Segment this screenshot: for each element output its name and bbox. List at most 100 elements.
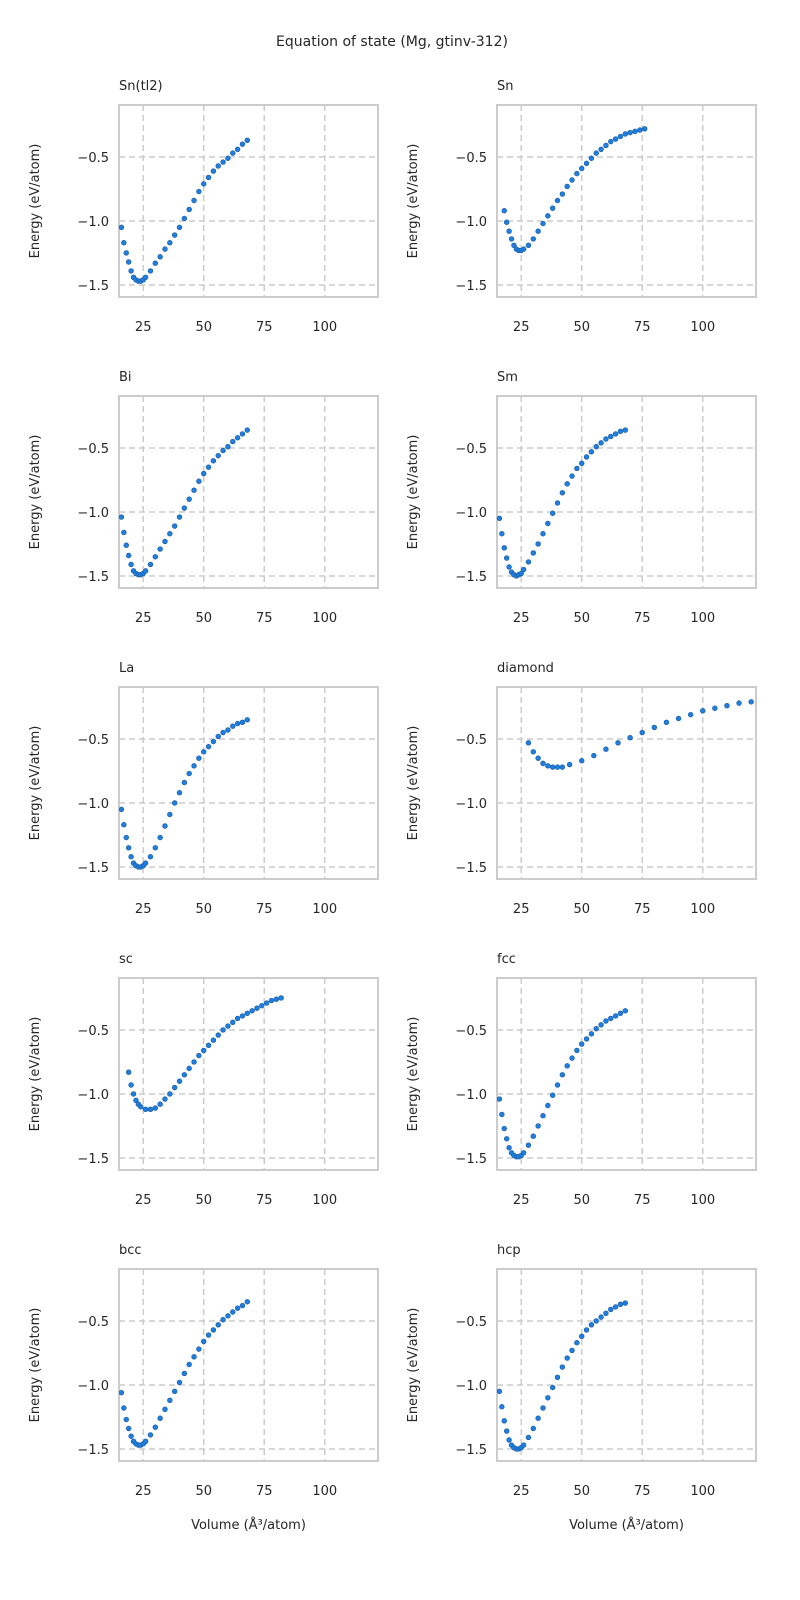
y-tick-label: −1.5 — [77, 861, 109, 876]
data-points — [119, 1299, 250, 1448]
data-point — [583, 1327, 590, 1333]
data-point — [591, 752, 597, 759]
y-tick-label: −1.0 — [77, 506, 109, 521]
data-point — [128, 561, 134, 568]
y-tick-label: −1.5 — [77, 1443, 109, 1458]
data-point — [564, 1063, 570, 1069]
data-point — [545, 213, 551, 219]
x-axis-label: Volume (Å³/atom) — [569, 1517, 684, 1533]
data-point — [525, 740, 532, 746]
data-point — [617, 133, 624, 140]
data-point — [603, 142, 609, 149]
data-point — [125, 552, 132, 559]
data-point — [205, 1332, 212, 1338]
data-point — [530, 1133, 537, 1139]
data-point — [617, 1010, 624, 1017]
data-point — [181, 215, 188, 222]
subplot-fcc: 25 50 75 100 −0.5 −1.0 −1.5 fcc Energy (eV/atom) — [406, 952, 757, 1208]
data-point — [210, 458, 217, 464]
data-point — [239, 141, 246, 147]
x-tick-label: 75 — [256, 320, 273, 335]
data-point — [263, 1000, 270, 1006]
data-point — [225, 155, 231, 161]
data-point — [196, 1052, 202, 1059]
data-point — [210, 168, 217, 174]
data-point — [157, 1101, 163, 1107]
data-point — [157, 834, 163, 841]
data-point — [535, 541, 541, 547]
data-point — [503, 1428, 510, 1434]
data-point — [220, 447, 226, 454]
data-point — [230, 723, 236, 729]
x-tick-label: 50 — [195, 611, 212, 626]
x-tick-label: 75 — [634, 1484, 651, 1499]
data-point — [239, 1013, 246, 1019]
data-point — [215, 733, 221, 740]
data-point — [119, 1389, 125, 1396]
data-point — [612, 136, 619, 142]
y-axis-label: Energy (eV/atom) — [406, 435, 421, 550]
data-point — [564, 1355, 570, 1361]
data-point — [574, 1047, 580, 1054]
data-point — [215, 1032, 221, 1038]
data-point — [128, 1433, 134, 1439]
data-point — [162, 1096, 168, 1102]
y-axis-label: Energy (eV/atom) — [406, 726, 421, 841]
y-tick-label: −0.5 — [455, 1024, 487, 1039]
x-tick-label: 75 — [634, 1193, 651, 1208]
y-tick-label: −1.0 — [77, 215, 109, 230]
x-tick-label: 75 — [634, 902, 651, 917]
data-point — [125, 1069, 132, 1075]
data-point — [615, 740, 621, 746]
data-point — [244, 137, 250, 144]
data-point — [181, 779, 188, 786]
subplot-hcp: 25 50 75 100 −0.5 −1.0 −1.5 hcp Energy (eV/atom)… — [406, 1243, 757, 1533]
data-point — [559, 1072, 566, 1078]
subplot-title: Bi — [119, 370, 132, 385]
data-point — [152, 554, 159, 560]
data-point — [545, 1102, 551, 1109]
y-tick-label: −1.0 — [455, 215, 487, 230]
data-point — [736, 700, 742, 706]
data-point — [186, 206, 192, 213]
data-point — [186, 770, 192, 777]
data-point — [234, 1015, 241, 1022]
data-point — [244, 427, 250, 433]
x-tick-label: 50 — [573, 1484, 590, 1499]
data-point — [583, 454, 590, 460]
x-tick-label: 25 — [135, 902, 152, 917]
data-point — [133, 1097, 139, 1104]
data-point — [147, 1106, 154, 1113]
data-point — [554, 197, 561, 204]
y-tick-label: −1.5 — [77, 1152, 109, 1167]
data-point — [196, 188, 202, 195]
x-tick-label: 25 — [513, 1193, 530, 1208]
y-tick-label: −0.5 — [455, 1315, 487, 1330]
data-point — [598, 1022, 604, 1028]
x-axis-label: Volume (Å³/atom) — [191, 1517, 306, 1533]
data-point — [608, 1306, 614, 1313]
data-point — [186, 1361, 192, 1368]
y-tick-label: −0.5 — [455, 151, 487, 166]
data-point — [147, 561, 154, 568]
data-point — [603, 1018, 609, 1024]
data-point — [499, 1404, 505, 1410]
data-point — [520, 566, 527, 573]
data-point — [497, 515, 503, 522]
data-point — [593, 150, 599, 156]
x-tick-label: 75 — [256, 902, 273, 917]
data-point — [128, 1082, 134, 1088]
data-point — [142, 1106, 149, 1113]
data-point — [588, 1031, 595, 1037]
data-point — [608, 1015, 614, 1022]
data-point — [549, 764, 556, 770]
data-point — [147, 268, 154, 274]
data-point — [167, 1091, 173, 1097]
data-point — [574, 465, 580, 472]
data-point — [622, 427, 628, 433]
data-point — [181, 1072, 188, 1078]
data-point — [176, 1379, 183, 1386]
data-point — [501, 1125, 507, 1132]
x-tick-label: 50 — [573, 611, 590, 626]
